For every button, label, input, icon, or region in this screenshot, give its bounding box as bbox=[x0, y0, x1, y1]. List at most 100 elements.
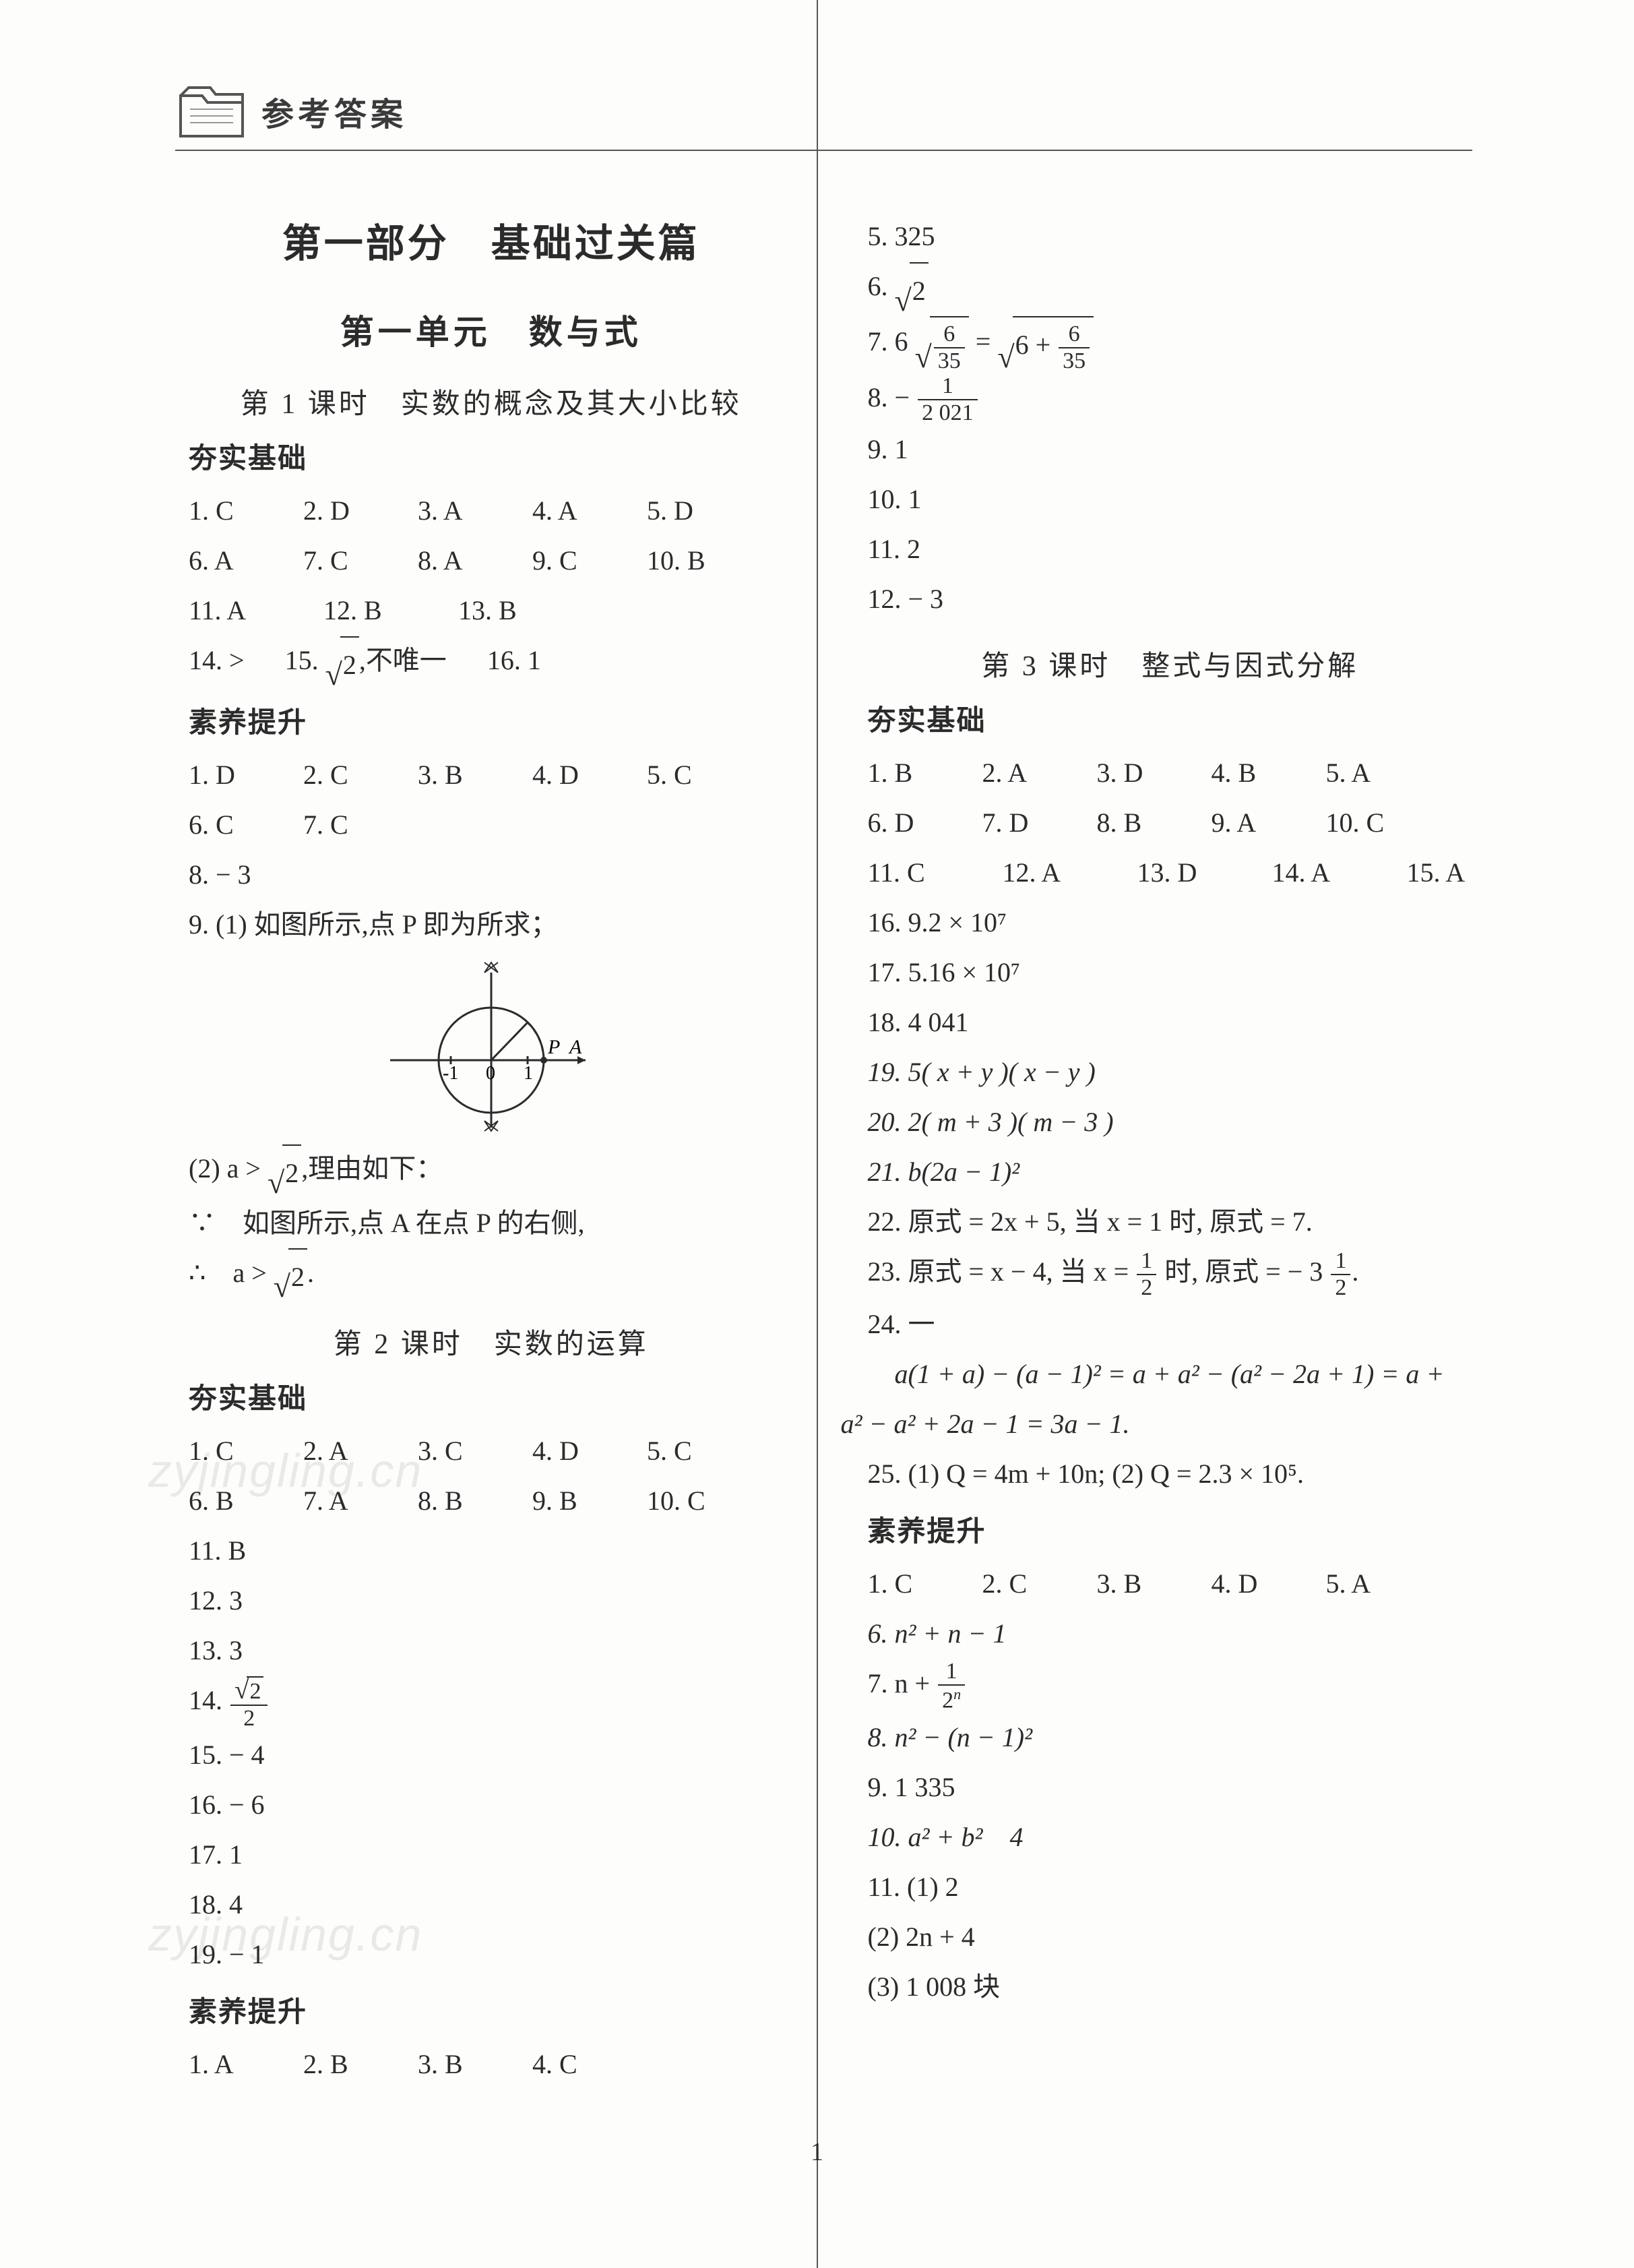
answer: 9. 1 335 bbox=[868, 1763, 1473, 1812]
answer: 12. A bbox=[1003, 848, 1131, 898]
answer: 19. 5( x + y )( x − y ) bbox=[868, 1047, 1473, 1097]
number-line-circle-figure: -1 0 1 P A bbox=[383, 959, 599, 1134]
text: ∴ a > bbox=[189, 1258, 274, 1288]
svg-text:-1: -1 bbox=[443, 1063, 458, 1084]
answer: 4. D bbox=[532, 750, 640, 800]
answer: 3. C bbox=[418, 1426, 526, 1476]
answer-row: 1. D 2. C 3. B 4. D 5. C bbox=[189, 750, 794, 800]
answer: 10. B bbox=[647, 536, 755, 586]
answer: 4. A bbox=[532, 486, 640, 536]
section-label: 夯实基础 bbox=[868, 698, 1473, 739]
sqrt-expr: √2 bbox=[325, 636, 359, 690]
text: ,理由如下： bbox=[301, 1153, 443, 1184]
answer: 4. C bbox=[532, 2040, 640, 2089]
answer: 3. B bbox=[418, 750, 526, 800]
folder-icon bbox=[175, 81, 249, 142]
section-label: 素养提升 bbox=[868, 1508, 1473, 1550]
answer: 16. 1 bbox=[487, 645, 541, 675]
answer: 17. 1 bbox=[189, 1830, 794, 1880]
answer: 2. A bbox=[303, 1426, 411, 1476]
page: zyjingling.cn zyjingling.cn 参考答案 第一部分 基础… bbox=[0, 0, 1634, 2268]
answer: 1. A bbox=[189, 2040, 296, 2089]
section-label: 素养提升 bbox=[189, 1989, 794, 2030]
text: . bbox=[1352, 1256, 1358, 1287]
answer-row: 6. B 7. A 8. B 9. B 10. C bbox=[189, 1476, 794, 1526]
text: 7. n + bbox=[868, 1668, 937, 1698]
answer: 23. 原式 = x − 4, 当 x = 12 时, 原式 = − 3 12. bbox=[868, 1247, 1473, 1299]
answer-row: 1. C 2. A 3. C 4. D 5. C bbox=[189, 1426, 794, 1476]
sqrt-expr: √6 + 635 bbox=[997, 316, 1094, 373]
answer: 15. − 4 bbox=[189, 1730, 794, 1780]
answer: 8. A bbox=[418, 536, 526, 586]
text: 14. bbox=[189, 1685, 222, 1715]
answer-row: 1. C 2. C 3. B 4. D 5. A bbox=[868, 1559, 1473, 1609]
answer: 6. n² + n − 1 bbox=[868, 1609, 1473, 1659]
left-column: 第一部分 基础过关篇 第一单元 数与式 第 1 课时 实数的概念及其大小比较 夯… bbox=[189, 212, 831, 2089]
text: 23. 原式 = x − 4, 当 x = bbox=[868, 1256, 1136, 1287]
sqrt-expr: √2 bbox=[268, 1144, 301, 1198]
answer: 15. bbox=[285, 645, 319, 675]
answer: 12. B bbox=[323, 586, 451, 636]
answer: 10. C bbox=[1326, 798, 1434, 848]
answer: 7. C bbox=[303, 800, 411, 850]
sqrt-expr: √2 bbox=[274, 1248, 307, 1302]
answer: 11. (1) 2 bbox=[868, 1862, 1473, 1912]
answer: 6. C bbox=[189, 800, 296, 850]
answer: 2. A bbox=[982, 748, 1090, 798]
answer: ∵ 如图所示,点 A 在点 P 的右侧, bbox=[189, 1198, 794, 1248]
answer: 8. − 3 bbox=[189, 850, 794, 900]
answer-row: 6. D 7. D 8. B 9. A 10. C bbox=[868, 798, 1473, 848]
answer: 1. B bbox=[868, 748, 976, 798]
answer: 13. 3 bbox=[189, 1626, 794, 1676]
answer: 9. B bbox=[532, 1476, 640, 1526]
answer: 2. C bbox=[303, 750, 411, 800]
answer: 5. C bbox=[647, 1426, 755, 1476]
answer: 7. D bbox=[982, 798, 1090, 848]
part-title: 第一部分 基础过关篇 bbox=[189, 212, 794, 268]
answer: 8. B bbox=[418, 1476, 526, 1526]
answer: 9. C bbox=[532, 536, 640, 586]
answer: 4. B bbox=[1212, 748, 1319, 798]
answer: 22. 原式 = 2x + 5, 当 x = 1 时, 原式 = 7. bbox=[868, 1197, 1473, 1247]
fraction: √22 bbox=[230, 1676, 268, 1730]
text: 6. bbox=[868, 271, 888, 301]
answer-row: 1. C 2. D 3. A 4. A 5. D bbox=[189, 486, 794, 536]
answer: 1. C bbox=[868, 1559, 976, 1609]
answer: (3) 1 008 块 bbox=[868, 1962, 1473, 2012]
answer: (2) a > √2,理由如下： bbox=[189, 1144, 794, 1198]
answer: ,不唯一 bbox=[359, 645, 447, 675]
answer: 12. − 3 bbox=[868, 574, 1473, 624]
answer: 3. A bbox=[418, 486, 526, 536]
answer-row: 6. C 7. C bbox=[189, 800, 794, 850]
svg-text:0: 0 bbox=[486, 1063, 495, 1084]
answer: 13. B bbox=[458, 586, 586, 636]
fraction: 12 bbox=[1137, 1250, 1156, 1299]
answer: 2. D bbox=[303, 486, 411, 536]
answer: 11. B bbox=[189, 1526, 794, 1576]
lesson-title: 第 3 课时 整式与因式分解 bbox=[868, 643, 1473, 684]
text: (2) a > bbox=[189, 1153, 268, 1184]
answer: 6. A bbox=[189, 536, 296, 586]
content-columns: 第一部分 基础过关篇 第一单元 数与式 第 1 课时 实数的概念及其大小比较 夯… bbox=[189, 212, 1472, 2089]
answer: 14. √22 bbox=[189, 1676, 794, 1730]
answer: (2) 2n + 4 bbox=[868, 1912, 1473, 1962]
answer-row: 1. B 2. A 3. D 4. B 5. A bbox=[868, 748, 1473, 798]
answer: 11. A bbox=[189, 586, 317, 636]
answer: 12. 3 bbox=[189, 1576, 794, 1626]
answer: 21. b(2a − 1)² bbox=[868, 1147, 1473, 1197]
answer: 2. B bbox=[303, 2040, 411, 2089]
answer: 15. A bbox=[1407, 848, 1535, 898]
page-header: 参考答案 bbox=[175, 81, 1472, 151]
answer: 7. C bbox=[303, 536, 411, 586]
answer: 1. D bbox=[189, 750, 296, 800]
answer: 3. B bbox=[418, 2040, 526, 2089]
answer-row: 11. A 12. B 13. B bbox=[189, 586, 794, 636]
answer-line: 14. > 15. √2,不唯一 16. 1 bbox=[189, 636, 794, 690]
answer: 8. B bbox=[1097, 798, 1205, 848]
answer: 6. B bbox=[189, 1476, 296, 1526]
section-label: 素养提升 bbox=[189, 700, 794, 741]
text: . bbox=[307, 1258, 314, 1288]
unit-title: 第一单元 数与式 bbox=[189, 305, 794, 354]
answer: 7. n + 12n bbox=[868, 1659, 1473, 1712]
section-label: 夯实基础 bbox=[189, 435, 794, 477]
